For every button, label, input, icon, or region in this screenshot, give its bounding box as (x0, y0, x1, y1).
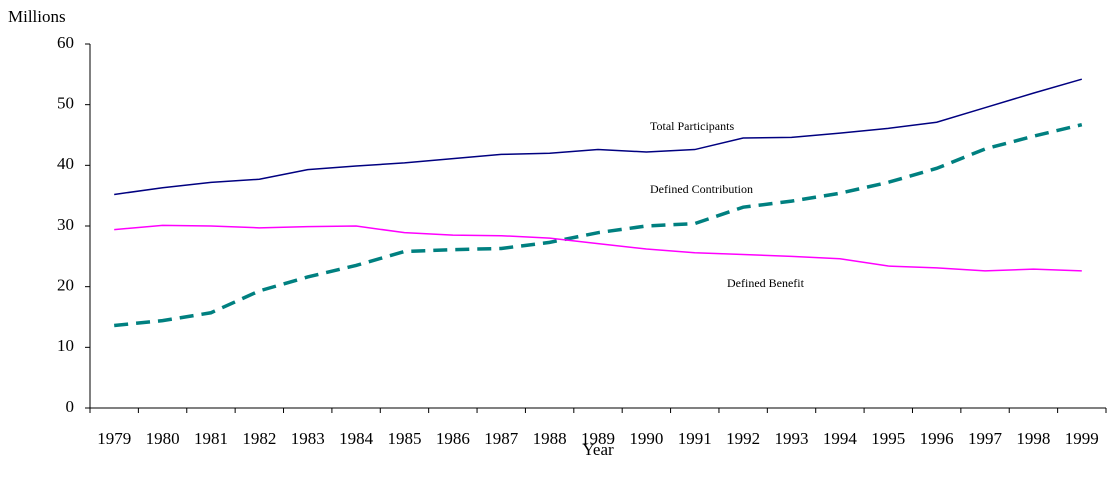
x-tick-label: 1991 (678, 429, 712, 448)
x-tick-label: 1985 (387, 429, 421, 448)
series-label: Defined Contribution (650, 182, 753, 196)
x-tick-label: 1998 (1016, 429, 1050, 448)
y-tick-label: 0 (66, 397, 75, 416)
x-tick-label: 1979 (97, 429, 131, 448)
y-tick-label: 60 (57, 33, 74, 52)
x-tick-label: 1989 (581, 429, 615, 448)
y-tick-label: 10 (57, 336, 74, 355)
y-tick-label: 30 (57, 215, 74, 234)
x-tick-label: 1990 (629, 429, 663, 448)
x-tick-label: 1994 (823, 429, 858, 448)
y-tick-label: 40 (57, 154, 74, 173)
x-tick-label: 1999 (1065, 429, 1099, 448)
y-tick-label: 50 (57, 94, 74, 113)
x-tick-label: 1996 (920, 429, 954, 448)
x-tick-label: 1980 (146, 429, 180, 448)
x-tick-label: 1987 (484, 429, 519, 448)
series-label: Defined Benefit (727, 276, 805, 290)
y-axis-title: Millions (8, 7, 66, 26)
series-line (114, 224, 1082, 272)
x-tick-label: 1995 (871, 429, 905, 448)
x-tick-label: 1984 (339, 429, 374, 448)
y-tick-label: 20 (57, 276, 74, 295)
series-line (114, 122, 1083, 328)
series-line (114, 78, 1083, 196)
x-tick-label: 1981 (194, 429, 228, 448)
x-tick-label: 1992 (726, 429, 760, 448)
x-tick-label: 1993 (775, 429, 809, 448)
x-tick-label: 1986 (436, 429, 470, 448)
x-tick-label: 1997 (968, 429, 1003, 448)
x-tick-label: 1982 (242, 429, 276, 448)
x-axis-title: Year (582, 440, 614, 459)
x-tick-label: 1983 (291, 429, 325, 448)
x-tick-label: 1988 (533, 429, 567, 448)
series-label: Total Participants (650, 119, 734, 133)
